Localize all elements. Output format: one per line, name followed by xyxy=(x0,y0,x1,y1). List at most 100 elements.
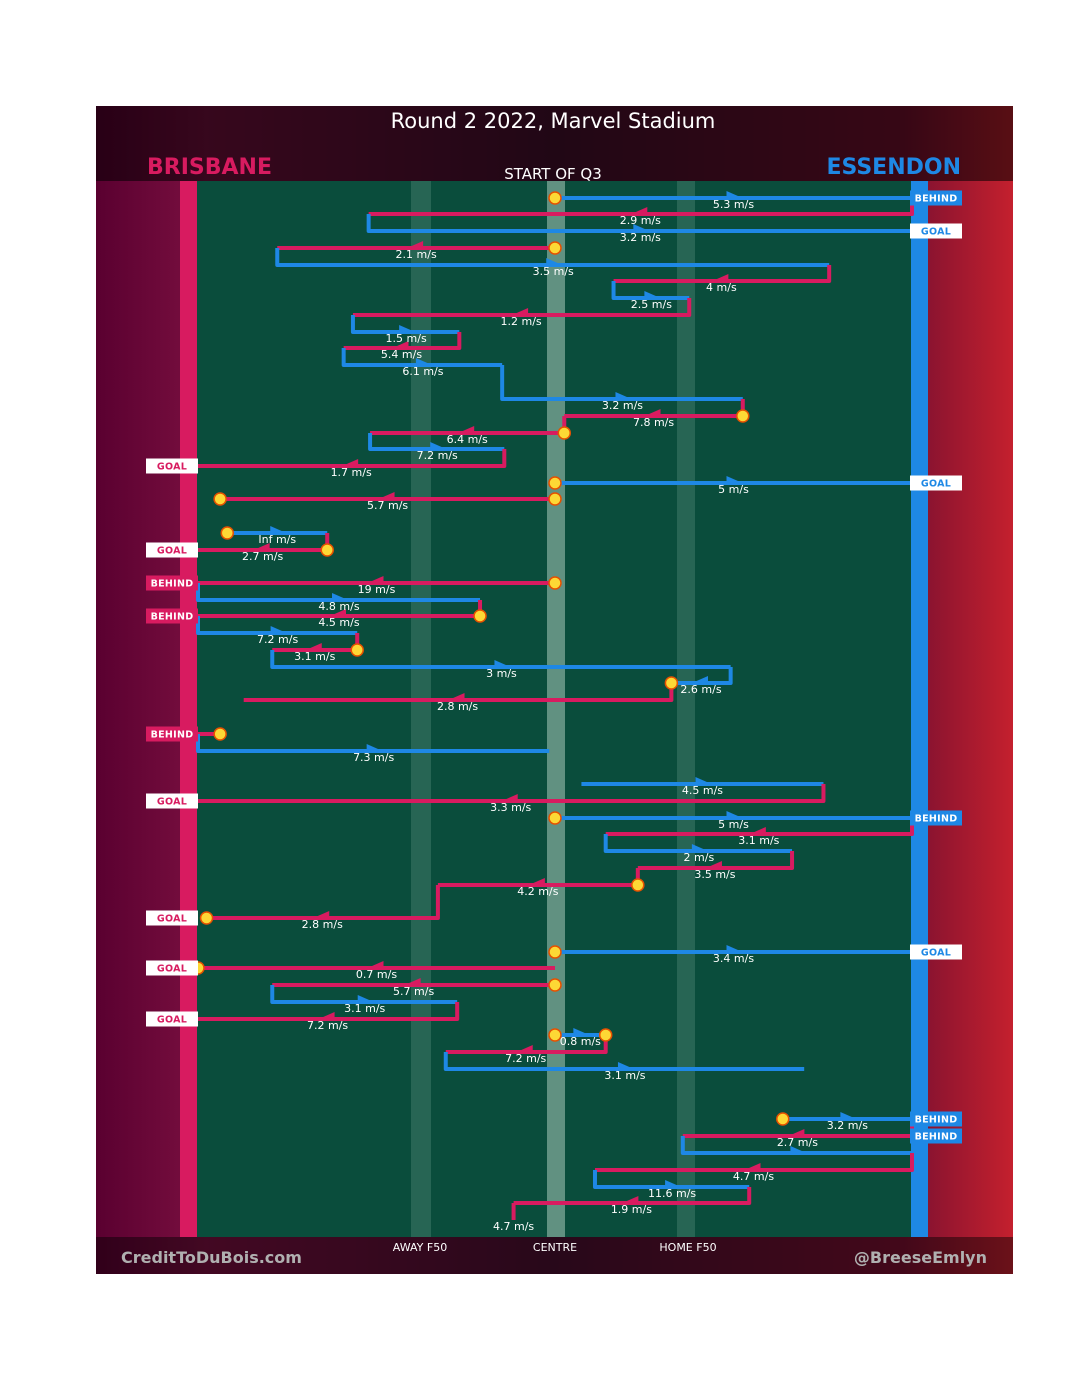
direction-arrow xyxy=(342,459,359,466)
title-band xyxy=(96,106,1013,181)
speed-label: 4.5 m/s xyxy=(682,784,723,797)
stoppage-marker xyxy=(199,911,214,925)
chain-segment-brisbane xyxy=(198,1002,460,1021)
direction-arrow xyxy=(404,978,421,985)
svg-text:GOAL: GOAL xyxy=(157,1015,187,1026)
direction-arrow xyxy=(357,995,374,1002)
direction-arrow xyxy=(270,626,287,633)
direction-arrow xyxy=(501,794,518,801)
speed-label: Inf m/s xyxy=(258,533,296,546)
stoppage-marker xyxy=(548,1028,562,1042)
stoppage-marker xyxy=(548,811,562,825)
chain-segment-essendon xyxy=(592,1170,750,1189)
speed-label: 4.7 m/s xyxy=(493,1220,534,1233)
direction-arrow xyxy=(695,777,712,784)
stoppage-marker xyxy=(320,543,334,557)
svg-text:GOAL: GOAL xyxy=(157,964,187,975)
speed-label: 6.4 m/s xyxy=(447,433,488,446)
direction-arrow xyxy=(840,1112,857,1119)
stoppage-marker xyxy=(548,476,562,490)
team-left-name: BRISBANE xyxy=(147,155,272,180)
chain-segment-essendon xyxy=(443,1052,805,1071)
stoppage-marker xyxy=(736,409,750,423)
speed-label: 7.3 m/s xyxy=(353,751,394,764)
speed-label: 1.7 m/s xyxy=(331,466,372,479)
direction-arrow xyxy=(573,1028,590,1035)
direction-arrow xyxy=(726,811,743,818)
direction-arrow xyxy=(313,911,330,918)
chain-segment-essendon xyxy=(366,214,912,233)
stoppage-marker xyxy=(548,492,562,506)
speed-label: 1.5 m/s xyxy=(386,332,427,345)
svg-text:BEHIND: BEHIND xyxy=(915,194,958,205)
speed-label: 7.2 m/s xyxy=(417,449,458,462)
outcome-tag-goal: GOAL xyxy=(910,223,962,239)
svg-text:GOAL: GOAL xyxy=(921,479,951,490)
direction-arrow xyxy=(726,191,743,198)
speed-label: 0.8 m/s xyxy=(560,1035,601,1048)
speed-label: 3 m/s xyxy=(486,667,517,680)
speed-label: 2.8 m/s xyxy=(302,918,343,931)
speed-label: 6.1 m/s xyxy=(402,365,443,378)
stoppage-marker xyxy=(548,576,562,590)
speed-label: 5 m/s xyxy=(718,818,749,831)
speed-label: 3.2 m/s xyxy=(827,1119,868,1132)
direction-arrow xyxy=(392,341,409,348)
outcome-tag-goal: GOAL xyxy=(146,1011,198,1027)
stoppage-marker xyxy=(664,676,679,690)
stoppage-marker xyxy=(220,526,235,540)
direction-arrow xyxy=(494,660,511,667)
speed-label: 3.2 m/s xyxy=(620,231,661,244)
chain-segment-brisbane xyxy=(206,885,440,920)
direction-arrow xyxy=(726,476,743,483)
team-right-name: ESSENDON xyxy=(826,155,961,180)
speed-label: 5.7 m/s xyxy=(367,499,408,512)
speed-label: 5.7 m/s xyxy=(393,985,434,998)
outcomes-layer: BEHIND GOAL GOAL GOAL GOAL BEHIND BEHIND BEHIND… xyxy=(146,190,962,1144)
outcome-tag-behind: BEHIND xyxy=(910,1128,962,1144)
direction-arrow xyxy=(788,1129,805,1136)
speed-label: 5 m/s xyxy=(718,483,749,496)
stoppage-marker xyxy=(350,643,364,657)
axis-label-away-f50: AWAY F50 xyxy=(393,1241,447,1254)
speed-label: 7.2 m/s xyxy=(505,1052,546,1065)
outcome-tag-goal: GOAL xyxy=(146,458,198,474)
stoppage-marker xyxy=(548,978,562,992)
outcome-tag-behind: BEHIND xyxy=(910,190,962,206)
speed-label: 3.1 m/s xyxy=(738,834,779,847)
direction-arrow xyxy=(318,1012,335,1019)
speed-label: 3.3 m/s xyxy=(490,801,531,814)
home-f50-line xyxy=(677,181,695,1237)
direction-arrow xyxy=(516,1045,533,1052)
direction-arrow xyxy=(705,861,722,868)
direction-arrow xyxy=(305,643,322,650)
speed-label: 4.8 m/s xyxy=(318,600,359,613)
direction-arrow xyxy=(615,392,632,399)
stoppage-marker xyxy=(473,609,487,623)
direction-arrow xyxy=(622,1196,639,1203)
chain-segment-brisbane xyxy=(637,851,795,870)
direction-arrow xyxy=(330,609,347,616)
stoppage-marker xyxy=(213,492,227,506)
stoppage-marker xyxy=(631,878,645,892)
chain-segment-essendon xyxy=(270,650,731,669)
speed-label: 2.1 m/s xyxy=(396,248,437,261)
speed-label: 3.2 m/s xyxy=(602,399,643,412)
stoppage-marker xyxy=(548,191,562,205)
speed-label: 2.7 m/s xyxy=(777,1136,818,1149)
speed-label: 3.1 m/s xyxy=(294,650,335,663)
brisbane-goal-line xyxy=(180,181,197,1237)
direction-arrow xyxy=(790,1146,807,1153)
speed-label: 2.8 m/s xyxy=(437,700,478,713)
svg-text:GOAL: GOAL xyxy=(157,462,187,473)
stoppage-marker xyxy=(557,426,572,440)
direction-arrow xyxy=(644,409,661,416)
svg-text:GOAL: GOAL xyxy=(921,227,951,238)
speed-label: 4.7 m/s xyxy=(733,1170,774,1183)
stoppage-marker xyxy=(548,945,562,959)
outcome-tag-goal: GOAL xyxy=(146,793,198,809)
chain-segment-essendon xyxy=(500,365,743,401)
speed-label: 3.5 m/s xyxy=(694,868,735,881)
speed-label: 0.7 m/s xyxy=(356,968,397,981)
chain-segment-brisbane xyxy=(352,298,692,317)
